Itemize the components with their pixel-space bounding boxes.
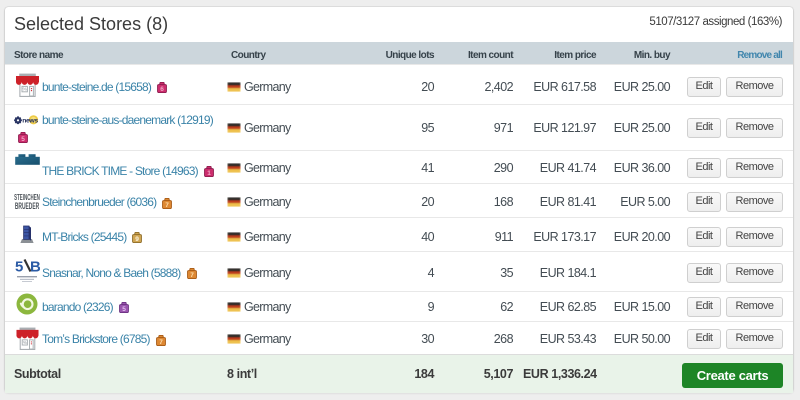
- svg-text:%: %: [22, 339, 26, 344]
- svg-text:6: 6: [160, 86, 164, 93]
- svg-text:5: 5: [21, 136, 25, 143]
- svg-text:7: 7: [190, 272, 194, 279]
- svg-text:%: %: [22, 86, 26, 91]
- svg-text:9: 9: [136, 236, 140, 243]
- svg-text:7: 7: [159, 339, 163, 346]
- svg-text:BRUEDER: BRUEDER: [15, 202, 39, 211]
- svg-text:5: 5: [122, 306, 126, 313]
- svg-text:news: news: [22, 117, 38, 124]
- svg-text:STEINCHEN: STEINCHEN: [14, 194, 40, 203]
- svg-text:5: 5: [15, 259, 23, 276]
- svg-text:7: 7: [166, 202, 170, 209]
- svg-text:B: B: [30, 259, 40, 276]
- svg-text:1: 1: [207, 170, 211, 177]
